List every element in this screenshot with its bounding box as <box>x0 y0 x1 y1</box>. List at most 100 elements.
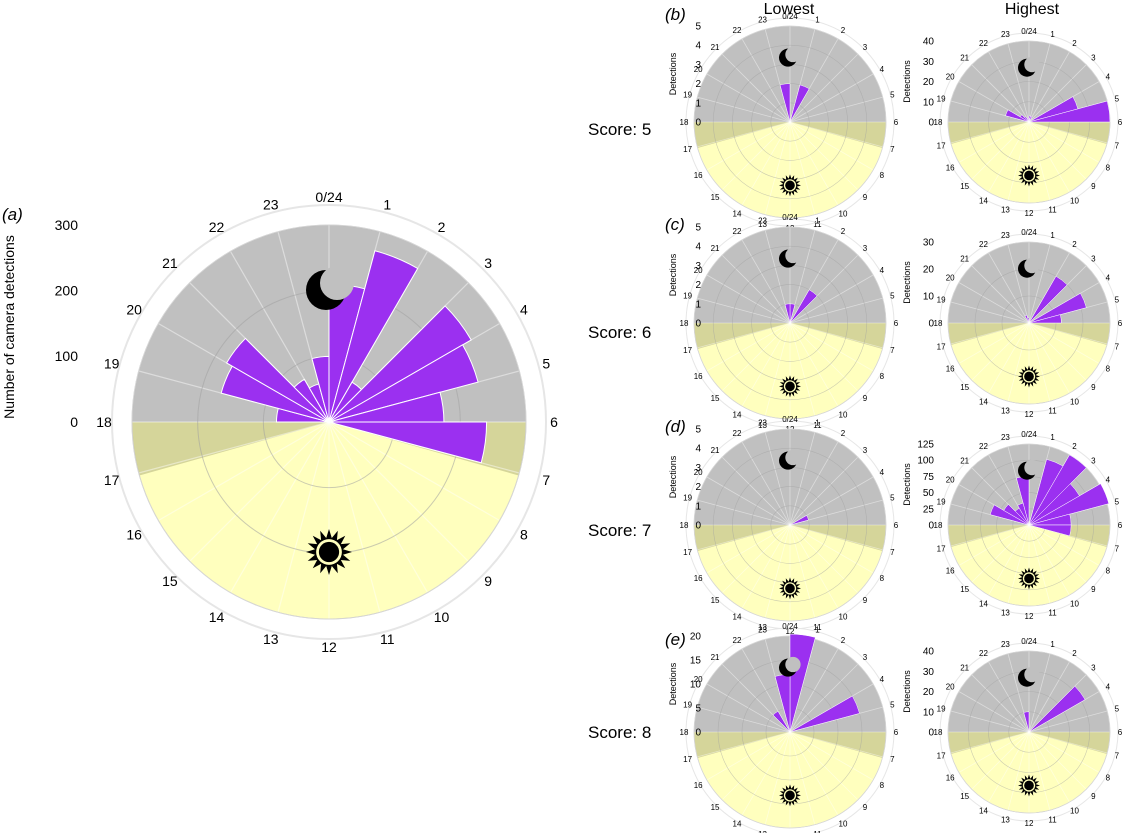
hour-label: 15 <box>960 383 969 392</box>
hour-label: 1 <box>1050 433 1055 442</box>
hour-label: 15 <box>711 596 720 605</box>
radial-tick-label: 5 <box>695 223 701 234</box>
row-label-score-8: Score: 8 <box>588 723 651 742</box>
hour-label: 23 <box>263 197 279 213</box>
radial-tick-label: 10 <box>690 680 702 691</box>
hour-label: 5 <box>542 356 550 372</box>
bar-hour-2 <box>1028 454 1087 526</box>
bar-hour-19 <box>1005 109 1030 123</box>
hour-label: 4 <box>1106 273 1111 282</box>
hour-label: 13 <box>758 623 767 632</box>
radial-gridline <box>1028 524 1051 604</box>
radial-gridline <box>741 524 791 609</box>
hour-label: 0/24 <box>315 189 342 205</box>
hour-label: 17 <box>683 548 692 557</box>
hour-label: 16 <box>946 566 955 575</box>
radial-gridline <box>1028 322 1051 402</box>
hour-label: 16 <box>694 781 703 790</box>
radial-gridline <box>789 524 874 574</box>
polar-chart-d-highest: 0/24 123456789101112131415161718192021222… <box>902 430 1123 621</box>
radial-gridline <box>950 524 1030 547</box>
bar-hour-23 <box>1027 117 1030 123</box>
hour-label: 19 <box>104 356 120 372</box>
dusk-band <box>1029 323 1110 345</box>
hour-label: 10 <box>434 609 450 625</box>
radial-tick-label: 1 <box>695 299 701 310</box>
hour-label: 13 <box>1001 407 1010 416</box>
row-label-score-7: Score: 7 <box>588 521 651 540</box>
sun-core <box>318 541 340 563</box>
hour-label: 13 <box>1001 609 1010 618</box>
hour-label: 2 <box>841 429 846 438</box>
sun-core <box>1024 371 1034 382</box>
radial-gridline <box>988 524 1030 596</box>
hour-label: 14 <box>979 600 988 609</box>
hour-label: 8 <box>520 526 528 542</box>
hour-label: 6 <box>894 521 899 530</box>
sun-icon <box>1018 365 1040 388</box>
hour-label: 21 <box>960 53 969 62</box>
radial-gridline <box>789 456 859 526</box>
hour-label: 15 <box>960 792 969 801</box>
hour-label: 3 <box>1091 254 1096 263</box>
bar-hour-1 <box>1028 115 1033 123</box>
hour-label: 19 <box>683 291 692 300</box>
radial-tick-label: 25 <box>923 504 935 515</box>
hour-label: 12 <box>1025 410 1034 419</box>
hour-label: 20 <box>694 675 703 684</box>
radial-gridline <box>328 421 429 593</box>
radial-gridline <box>789 121 839 206</box>
moon-icon <box>779 449 801 470</box>
hour-label: 13 <box>1001 206 1010 215</box>
hour-label: 16 <box>694 171 703 180</box>
hour-label: 8 <box>1106 566 1111 575</box>
hour-label: 7 <box>890 548 895 557</box>
hour-label: 7 <box>1115 141 1120 150</box>
radial-gridline <box>697 524 791 551</box>
hour-label: 12 <box>1025 209 1034 218</box>
polar-chart-b-highest: 0/24 123456789101112131415161718192021222… <box>902 27 1123 218</box>
hour-label: 12 <box>1025 819 1034 828</box>
radial-tick-label: 40 <box>923 647 935 658</box>
hour-label: 18 <box>680 521 689 530</box>
hour-label: 19 <box>937 704 946 713</box>
hour-label: 23 <box>1001 231 1010 240</box>
outer-ring <box>939 233 1119 413</box>
hour-label: 14 <box>733 613 742 622</box>
radial-gridline <box>789 524 859 594</box>
moon-icon <box>1018 56 1040 77</box>
hour-label: 17 <box>937 751 946 760</box>
hour-label: 1 <box>815 216 820 225</box>
hour-label: 17 <box>104 472 120 488</box>
radial-tick-label: 4 <box>695 242 701 253</box>
radial-gridline <box>1028 524 1070 596</box>
radial-gridline <box>1028 322 1108 345</box>
day-background <box>132 422 526 619</box>
hour-label: 9 <box>863 803 868 812</box>
panel-letter-d: (d) <box>665 417 686 436</box>
radial-gridline <box>789 322 816 416</box>
sun-core <box>1024 170 1034 181</box>
hour-label: 13 <box>758 421 767 430</box>
radial-gridline <box>789 524 816 618</box>
radial-tick-label: 75 <box>923 472 935 483</box>
hour-label: 10 <box>839 411 848 420</box>
moon-icon <box>306 266 354 311</box>
radial-gridline <box>971 265 1030 324</box>
radial-gridline <box>328 421 500 522</box>
radial-gridline <box>958 322 1030 364</box>
moon-cutout <box>785 449 801 466</box>
hour-label: 7 <box>890 346 895 355</box>
sun-icon <box>779 784 801 807</box>
hour-label: 20 <box>946 72 955 81</box>
hour-label: 20 <box>126 301 142 317</box>
moon-icon <box>779 247 801 268</box>
radial-gridline <box>697 322 791 349</box>
radial-gridline <box>1007 322 1030 402</box>
polar-chart-c-highest: 0/24 123456789101112131415161718192021222… <box>902 228 1123 419</box>
radial-gridline <box>988 322 1030 394</box>
hour-label: 2 <box>438 219 446 235</box>
radial-gridline <box>328 421 381 613</box>
radial-gridline <box>789 121 874 171</box>
radial-tick-label: 125 <box>917 440 934 451</box>
